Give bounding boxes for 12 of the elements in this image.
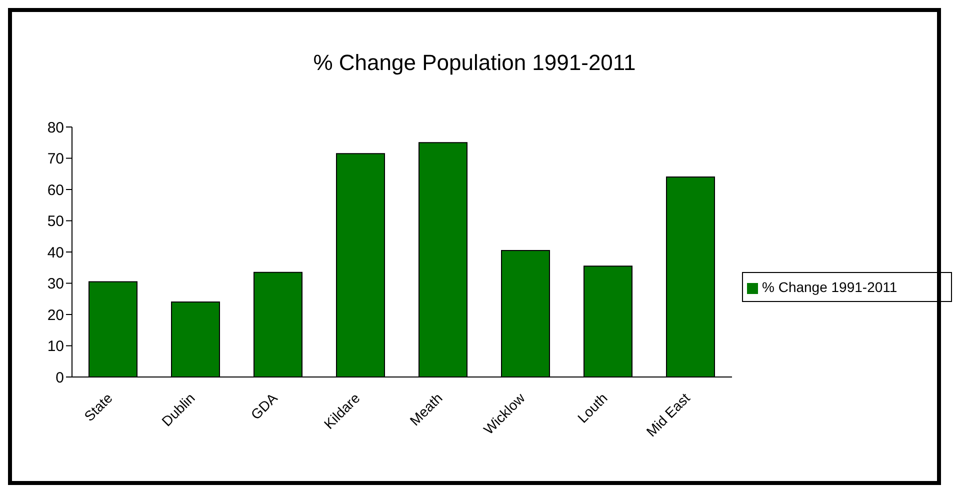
legend-label: % Change 1991-2011 <box>762 279 898 295</box>
y-tick-label: 30 <box>47 276 64 293</box>
y-tick-label: 80 <box>47 119 64 136</box>
y-tick-label: 50 <box>47 213 64 230</box>
y-tick-label: 10 <box>47 338 64 356</box>
y-tick-label: 60 <box>47 182 64 199</box>
y-tick-label: 20 <box>47 306 64 324</box>
y-tick-label: 40 <box>47 244 64 262</box>
x-tick-label: GDA <box>248 389 281 423</box>
y-tick-label: 0 <box>56 369 64 386</box>
chart-title: % Change Population 1991-2011 <box>312 50 637 76</box>
y-tick-label: 70 <box>47 150 64 168</box>
